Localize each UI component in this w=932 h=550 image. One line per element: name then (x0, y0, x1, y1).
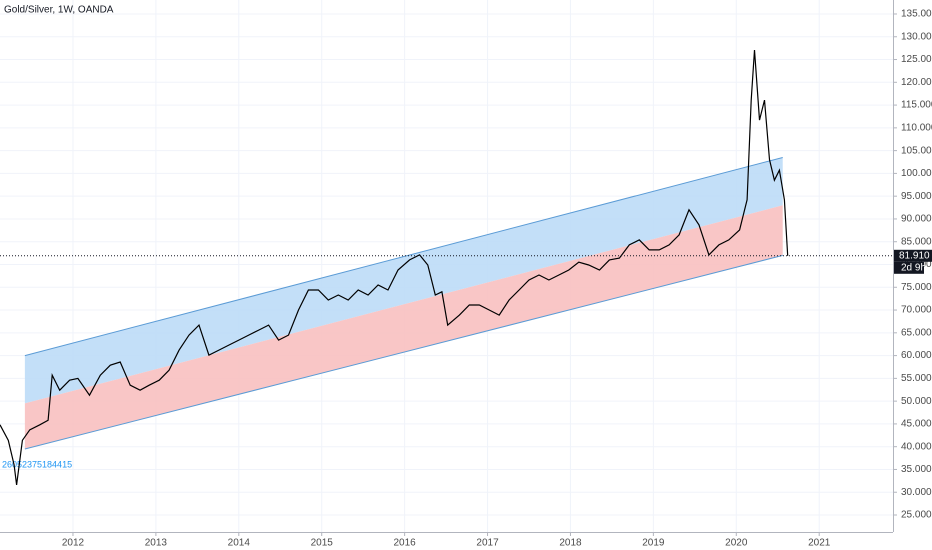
channel-label: 26052375184415 (2, 459, 72, 469)
plot: 26052375184415 (0, 49, 893, 485)
last-price-label: 81.910 (899, 250, 930, 261)
x-tick-label: 2019 (642, 538, 665, 549)
y-tick-label: 120.000 (901, 77, 932, 88)
channel-lower (24, 254, 783, 450)
last-price-box (894, 249, 932, 262)
y-tick-label: 125.000 (901, 54, 932, 65)
x-tick-label: 2015 (311, 538, 334, 549)
y-tick-label: 35.000 (901, 464, 932, 475)
x-tick-label: 2016 (394, 538, 417, 549)
y-tick-label: 25.000 (901, 510, 932, 521)
y-tick-label: 40.000 (901, 441, 932, 452)
y-tick-label: 100.000 (901, 168, 932, 179)
x-tick-label: 2017 (476, 538, 499, 549)
y-tick-label: 50.000 (901, 396, 932, 407)
y-tick-label: 55.000 (901, 373, 932, 384)
y-tick-label: 85.000 (901, 236, 932, 247)
y-tick-label: 45.000 (901, 419, 932, 430)
y-tick-label: 60.000 (901, 350, 932, 361)
x-tick-label: 2012 (62, 538, 85, 549)
x-tick-label: 2013 (145, 538, 168, 549)
y-tick-label: 95.000 (901, 191, 932, 202)
y-tick-label: 105.000 (901, 145, 932, 156)
price-line (0, 49, 789, 485)
x-tick-label: 2021 (808, 538, 831, 549)
y-tick-label: 30.000 (901, 487, 932, 498)
y-tick-label: 65.000 (901, 327, 932, 338)
x-tick-label: 2014 (228, 538, 251, 549)
y-tick-label: 115.000 (901, 100, 932, 111)
channel-upper (24, 156, 783, 357)
y-tick-label: 90.000 (901, 214, 932, 225)
countdown-box (894, 261, 924, 274)
upper-band (24, 157, 783, 404)
axes: 25.000 30.000 35.000 40.000 45.000 50.000 55.0… (62, 9, 932, 549)
y-tick-label: 70.000 (901, 305, 932, 316)
y-tick-label: 130.000 (901, 31, 932, 42)
y-tick-label: 75.000 (901, 282, 932, 293)
x-tick-label: 2020 (725, 538, 748, 549)
lower-band (24, 205, 783, 449)
chart-title: Gold/Silver, 1W, OANDA (4, 5, 114, 16)
x-tick-label: 2018 (559, 538, 582, 549)
y-tick-label: 135.000 (901, 9, 932, 20)
countdown-label: 2d 9h (901, 262, 926, 273)
y-tick-label: 110.000 (901, 122, 932, 133)
